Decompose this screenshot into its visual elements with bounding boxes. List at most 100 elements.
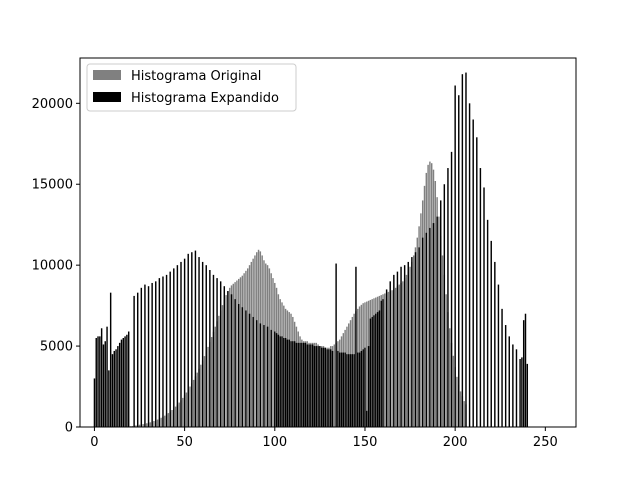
- bar-expanded-70: [219, 281, 222, 427]
- bar-expanded-204: [461, 74, 464, 428]
- bar-expanded-40: [165, 274, 168, 427]
- bar-expanded-198: [450, 151, 453, 427]
- bar-expanded-3: [99, 336, 101, 427]
- x-tick-label-50: 50: [176, 435, 193, 450]
- bar-expanded-218: [486, 219, 489, 427]
- bar-expanded-52: [187, 253, 189, 427]
- bar-expanded-115: [301, 342, 303, 427]
- bar-expanded-126: [320, 347, 323, 427]
- bar-original-83: [243, 273, 245, 427]
- x-axis: 0 50 100 150 200 250: [90, 427, 558, 450]
- bar-expanded-48: [180, 261, 182, 427]
- bar-original-197: [449, 328, 451, 427]
- bar-expanded-210: [472, 119, 474, 427]
- bar-expanded-26: [140, 287, 143, 427]
- bar-expanded-101: [275, 333, 278, 427]
- bar-expanded-106: [284, 337, 287, 427]
- bar-expanded-36: [158, 278, 161, 427]
- bar-original-171: [402, 281, 404, 427]
- bar-expanded-38: [162, 276, 164, 427]
- bar-expanded-132: [331, 350, 334, 427]
- bar-expanded-105: [283, 337, 285, 427]
- bar-expanded-34: [155, 281, 157, 427]
- bar-expanded-224: [497, 284, 500, 427]
- bar-expanded-124: [317, 346, 319, 427]
- bar-expanded-240: [526, 363, 529, 427]
- bar-expanded-113: [297, 342, 299, 427]
- legend-label-original: Histograma Original: [131, 69, 261, 84]
- bar-expanded-72: [223, 286, 226, 427]
- bar-expanded-109: [290, 341, 292, 427]
- y-tick-label-20000: 20000: [32, 97, 73, 112]
- bar-expanded-19: [127, 331, 130, 427]
- y-tick-label-15000: 15000: [32, 178, 73, 193]
- bar-original-69: [218, 315, 220, 427]
- bar-expanded-212: [476, 137, 478, 428]
- bar-expanded-216: [483, 187, 485, 427]
- bar-expanded-78: [234, 299, 236, 427]
- bar-expanded-214: [479, 168, 482, 428]
- bar-expanded-120: [310, 344, 312, 427]
- bar-expanded-172: [403, 265, 406, 427]
- bar-expanded-196: [447, 168, 449, 428]
- bar-original-177: [412, 255, 415, 427]
- bar-expanded-152: [367, 346, 370, 427]
- bar-expanded-62: [205, 265, 207, 427]
- y-axis: 0 5000 10000 15000 20000: [32, 97, 80, 436]
- bar-original-183: [423, 185, 426, 427]
- bar-expanded-82: [241, 307, 244, 427]
- bar-expanded-107: [286, 339, 289, 427]
- bar-original-181: [420, 213, 422, 427]
- bar-original-51: [185, 392, 188, 427]
- bar-expanded-16: [122, 337, 125, 427]
- bar-expanded-162: [385, 289, 388, 427]
- bar-expanded-164: [389, 281, 391, 427]
- bar-expanded-80: [238, 304, 240, 427]
- bar-original-63: [207, 346, 209, 427]
- bar-expanded-58: [198, 257, 200, 427]
- bar-expanded-170: [400, 266, 402, 427]
- bar-expanded-160: [382, 299, 384, 427]
- bar-expanded-122: [313, 346, 316, 427]
- y-tick-label-5000: 5000: [40, 340, 73, 355]
- bar-expanded-150: [364, 347, 366, 427]
- bar-expanded-140: [346, 354, 348, 427]
- bar-expanded-176: [411, 257, 413, 427]
- bar-expanded-155: [373, 315, 375, 427]
- bar-expanded-76: [230, 294, 233, 427]
- bar-expanded-192: [440, 200, 442, 427]
- bar-original-151: [366, 301, 368, 427]
- bar-expanded-143: [351, 354, 354, 427]
- bar-expanded-135: [337, 350, 339, 427]
- bar-original-175: [409, 266, 411, 427]
- bar-original-73: [225, 295, 227, 427]
- bar-expanded-168: [396, 271, 399, 427]
- bar-expanded-128: [324, 347, 327, 427]
- bar-original-161: [384, 293, 386, 427]
- bar-original-45: [174, 406, 177, 427]
- bar-expanded-202: [458, 95, 460, 427]
- bar-original-49: [182, 397, 184, 427]
- y-tick-label-0: 0: [65, 421, 73, 436]
- bar-expanded-2: [97, 336, 99, 427]
- bar-original-133: [333, 344, 336, 427]
- bar-expanded-146: [357, 352, 359, 427]
- bar-expanded-30: [147, 286, 150, 427]
- bar-expanded-129: [326, 349, 328, 427]
- legend-swatch-expanded: [93, 92, 121, 102]
- bar-expanded-103: [279, 336, 281, 427]
- bar-expanded-24: [136, 292, 139, 427]
- bar-expanded-68: [216, 278, 218, 427]
- bar-original-169: [398, 284, 400, 427]
- bar-expanded-156: [375, 313, 377, 427]
- bar-expanded-127: [322, 347, 325, 427]
- bar-expanded-238: [522, 320, 525, 427]
- bar-original-75: [228, 287, 231, 427]
- bar-expanded-102: [277, 334, 280, 427]
- bar-expanded-66: [212, 274, 215, 427]
- bar-expanded-112: [295, 342, 298, 427]
- bar-original-185: [427, 164, 429, 427]
- bar-expanded-228: [504, 325, 507, 427]
- bar-original-91: [257, 249, 260, 427]
